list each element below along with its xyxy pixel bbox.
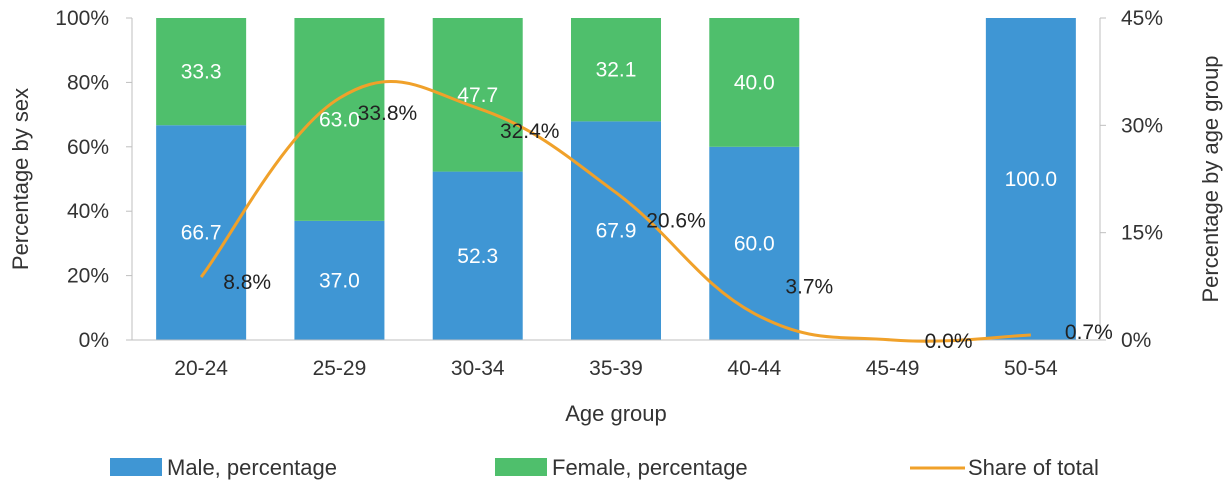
y-tick-label-left: 80% <box>67 71 109 94</box>
x-tick-label: 25-29 <box>313 357 367 380</box>
bar-female-40-44 <box>709 18 800 147</box>
x-tick-label: 50-54 <box>1004 357 1058 380</box>
x-tick-label: 45-49 <box>866 357 920 380</box>
label-male-40-44: 60.0 <box>734 232 775 255</box>
legend-swatch-female <box>495 458 547 476</box>
x-tick-label: 40-44 <box>727 357 781 380</box>
bar-male-25-29 <box>294 220 385 340</box>
label-share-30-34: 32.4% <box>500 120 560 143</box>
label-female-20-24: 33.3 <box>181 61 222 84</box>
label-female-35-39: 32.1 <box>596 59 637 82</box>
label-female-25-29: 63.0 <box>319 108 360 131</box>
x-axis-title: Age group <box>565 401 667 426</box>
x-tick-label: 30-34 <box>451 357 505 380</box>
bar-male-30-34 <box>432 171 523 340</box>
bar-female-25-29 <box>294 18 385 221</box>
label-share-40-44: 3.7% <box>785 276 833 299</box>
bar-male-50-54 <box>985 18 1076 340</box>
y-axis-title-left: Percentage by sex <box>8 88 33 270</box>
label-male-20-24: 66.7 <box>181 222 222 245</box>
label-share-35-39: 20.6% <box>646 210 706 233</box>
legend-label-male: Male, percentage <box>167 455 337 480</box>
y-tick-label-right: 45% <box>1121 7 1163 30</box>
y-tick-label-left: 60% <box>67 136 109 159</box>
label-female-40-44: 40.0 <box>734 71 775 94</box>
y-tick-label-left: 100% <box>55 7 109 30</box>
bar-female-35-39 <box>571 18 661 122</box>
y-tick-label-left: 40% <box>67 200 109 223</box>
bar-male-35-39 <box>571 121 661 340</box>
label-male-25-29: 37.0 <box>319 269 360 292</box>
label-share-25-29: 33.8% <box>358 102 418 125</box>
bar-male-40-44 <box>709 146 800 340</box>
label-share-20-24: 8.8% <box>223 271 271 294</box>
y-tick-label-right: 15% <box>1121 222 1163 245</box>
label-share-50-54: 0.7% <box>1065 321 1113 344</box>
y-tick-label-right: 0% <box>1121 329 1151 352</box>
line-share-of-total <box>199 80 1031 343</box>
bar-female-30-34 <box>432 18 523 172</box>
bar-female-20-24 <box>156 18 247 126</box>
label-female-30-34: 47.7 <box>457 84 498 107</box>
y-tick-label-left: 20% <box>67 265 109 288</box>
label-male-30-34: 52.3 <box>457 245 498 268</box>
label-share-45-49: 0.0% <box>925 330 973 353</box>
y-tick-label-left: 0% <box>79 329 109 352</box>
x-tick-label: 35-39 <box>589 357 643 380</box>
y-tick-label-right: 30% <box>1121 114 1163 137</box>
legend-label-line: Share of total <box>968 455 1099 480</box>
legend-swatch-male <box>110 458 162 476</box>
label-male-35-39: 67.9 <box>596 220 637 243</box>
x-tick-label: 20-24 <box>174 357 228 380</box>
legend-label-female: Female, percentage <box>552 455 748 480</box>
y-axis-title-right: Percentage by age group <box>1198 55 1223 302</box>
label-male-50-54: 100.0 <box>1005 168 1058 191</box>
